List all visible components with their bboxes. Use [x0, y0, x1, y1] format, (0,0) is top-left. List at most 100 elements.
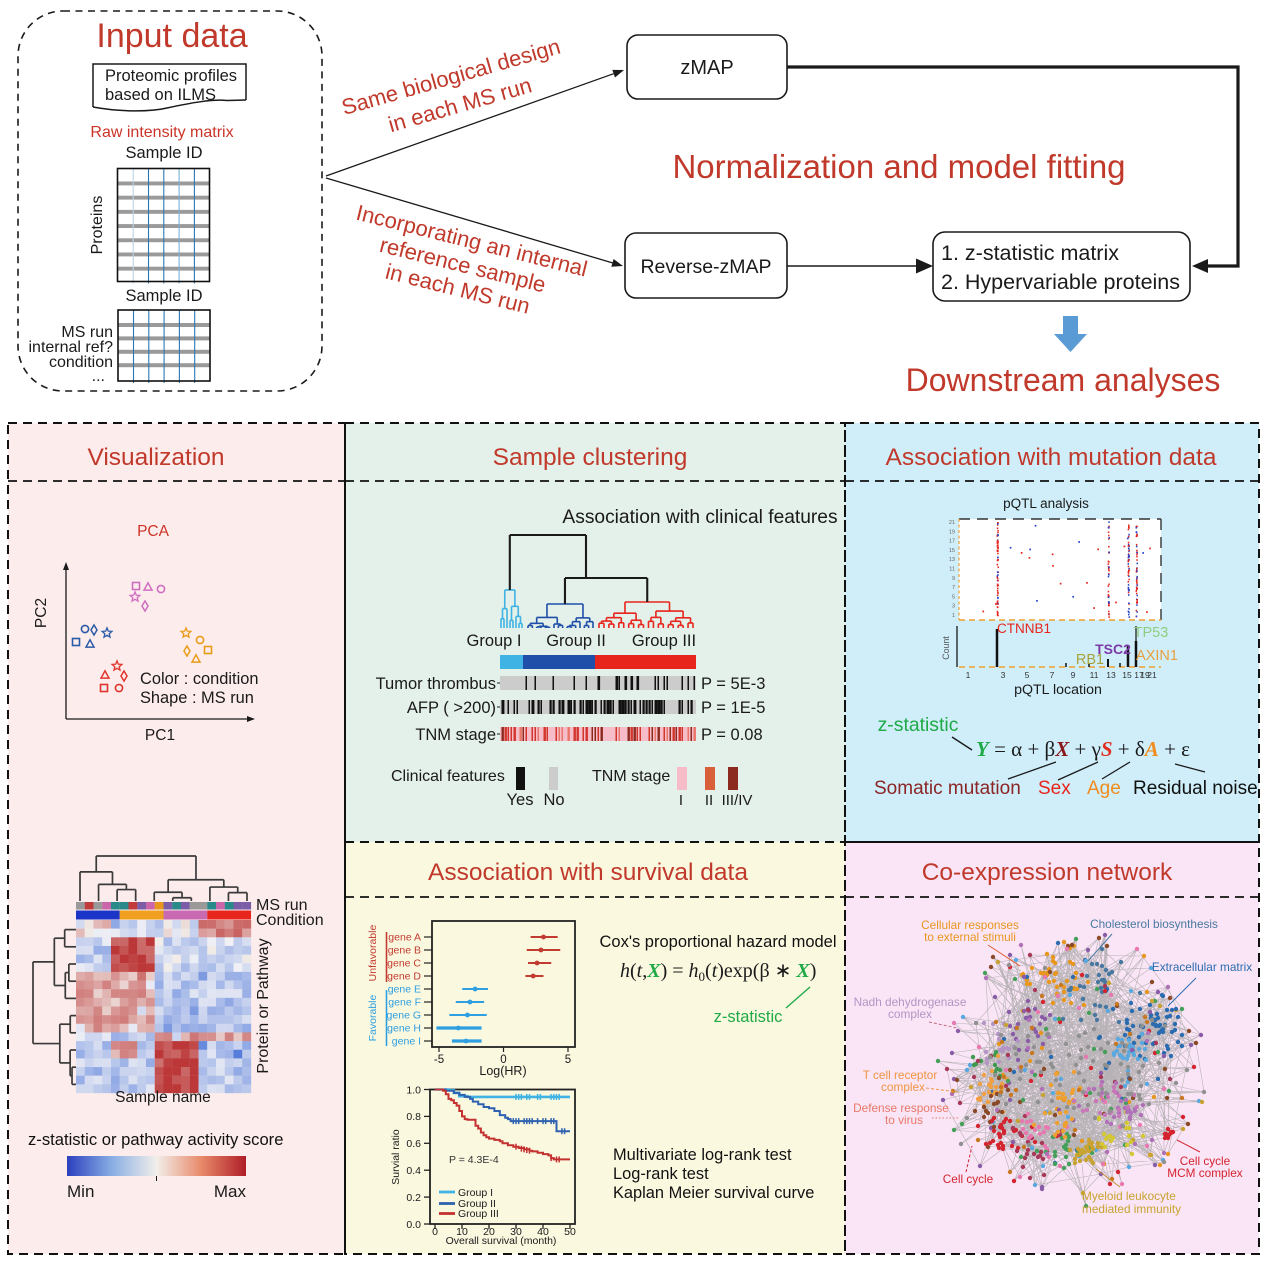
svg-text:Cell cycle: Cell cycle — [943, 1172, 994, 1186]
svg-text:P = 4.3E-4: P = 4.3E-4 — [449, 1154, 499, 1166]
svg-text:No: No — [543, 791, 564, 809]
svg-text:Myeloid leukocyte: Myeloid leukocyte — [1082, 1189, 1176, 1203]
svg-text:complex: complex — [888, 1007, 932, 1021]
svg-text:13: 13 — [949, 557, 955, 563]
svg-text:-5: -5 — [434, 1054, 444, 1066]
svg-text:Normalization and model fittin: Normalization and model fitting — [672, 148, 1125, 185]
svg-text:0.2: 0.2 — [406, 1192, 421, 1204]
svg-text:condition: condition — [49, 354, 113, 371]
svg-text:2. Hypervariable proteins: 2. Hypervariable proteins — [941, 270, 1180, 294]
svg-text:Residual noise: Residual noise — [1133, 778, 1258, 799]
svg-text:15: 15 — [1122, 670, 1132, 680]
svg-text:Sample ID: Sample ID — [125, 144, 202, 162]
svg-text:Log-rank test: Log-rank test — [613, 1165, 709, 1183]
svg-text:Group I: Group I — [458, 1187, 493, 1199]
svg-text:T cell receptor: T cell receptor — [863, 1068, 938, 1082]
svg-text:P = 0.08: P = 0.08 — [701, 726, 763, 744]
svg-text:50: 50 — [564, 1226, 576, 1238]
svg-text:Yes: Yes — [507, 791, 534, 809]
svg-text:CTNNB1: CTNNB1 — [997, 621, 1051, 636]
svg-text:17: 17 — [1134, 670, 1144, 680]
svg-text:Cellular responses: Cellular responses — [921, 918, 1019, 932]
svg-text:z-statistic: z-statistic — [878, 714, 959, 736]
svg-text:RB1: RB1 — [1076, 652, 1104, 668]
svg-text:0.8: 0.8 — [406, 1111, 421, 1123]
svg-text:pQTL location: pQTL location — [1014, 682, 1102, 698]
svg-text:19: 19 — [1140, 670, 1150, 680]
svg-text:gene I: gene I — [392, 1036, 421, 1048]
svg-text:Cholesterol biosynthesis: Cholesterol biosynthesis — [1090, 917, 1218, 931]
svg-text:13: 13 — [1106, 670, 1116, 680]
svg-text:Visualization: Visualization — [87, 444, 224, 471]
svg-text:Log(HR): Log(HR) — [479, 1064, 526, 1078]
svg-text:Tumor thrombus: Tumor thrombus — [376, 675, 496, 693]
svg-text:Reverse-zMAP: Reverse-zMAP — [640, 256, 771, 278]
svg-text:P = 1E-5: P = 1E-5 — [701, 699, 765, 717]
svg-text:Co-expression network: Co-expression network — [922, 859, 1173, 886]
svg-text:MS run: MS run — [61, 324, 113, 341]
svg-text:19: 19 — [949, 529, 955, 535]
svg-text:gene G: gene G — [387, 1010, 421, 1022]
svg-text:Multivariate log-rank test: Multivariate log-rank test — [613, 1146, 792, 1164]
svg-text:Condition: Condition — [256, 912, 324, 929]
svg-text:Min: Min — [67, 1182, 94, 1201]
svg-text:0: 0 — [432, 1226, 438, 1238]
svg-text:Group II: Group II — [458, 1198, 496, 1210]
svg-text:PC2: PC2 — [33, 598, 50, 628]
svg-text:AFP ( >200): AFP ( >200) — [407, 699, 496, 717]
svg-text:gene H: gene H — [387, 1023, 421, 1035]
svg-text:Age: Age — [1087, 778, 1121, 799]
svg-text:zMAP: zMAP — [680, 57, 733, 79]
svg-text:Count: Count — [941, 636, 951, 660]
svg-text:III/IV: III/IV — [722, 792, 753, 809]
svg-text:Group II: Group II — [546, 632, 606, 650]
svg-text:Overall survival (month): Overall survival (month) — [446, 1235, 557, 1247]
svg-text:h(t,X) = h0(t)exp(β ∗ X): h(t,X) = h0(t)exp(β ∗ X) — [620, 960, 816, 984]
svg-text:II: II — [705, 792, 713, 809]
svg-text:Input data: Input data — [96, 17, 247, 55]
svg-text:gene A: gene A — [388, 932, 421, 944]
svg-text:based on ILMS: based on ILMS — [105, 86, 216, 104]
svg-text:PC1: PC1 — [145, 727, 175, 744]
svg-text:to external stimuli: to external stimuli — [924, 930, 1016, 944]
svg-text:TP53: TP53 — [1134, 625, 1169, 641]
svg-text:Sex: Sex — [1038, 778, 1071, 799]
svg-text:3: 3 — [1001, 670, 1006, 680]
svg-text:Association with clinical feat: Association with clinical features — [562, 507, 837, 528]
svg-text:1: 1 — [966, 670, 971, 680]
svg-text:5: 5 — [565, 1054, 571, 1066]
svg-text:AXIN1: AXIN1 — [1136, 648, 1178, 664]
svg-text:Sample name: Sample name — [115, 1089, 211, 1106]
svg-text:Group I: Group I — [466, 632, 521, 650]
svg-text:0.4: 0.4 — [406, 1165, 421, 1177]
svg-text:PCA: PCA — [137, 523, 170, 540]
svg-text:3: 3 — [952, 604, 955, 610]
svg-text:I: I — [679, 792, 683, 809]
svg-text:10: 10 — [456, 1226, 468, 1238]
svg-text:z-statistic or pathway activit: z-statistic or pathway activity score — [28, 1130, 283, 1149]
svg-text:0.0: 0.0 — [406, 1219, 421, 1231]
svg-text:9: 9 — [952, 576, 955, 582]
svg-text:Proteins: Proteins — [89, 196, 106, 255]
svg-text:Unfavorable: Unfavorable — [367, 925, 379, 982]
svg-text:Cell cycle: Cell cycle — [1180, 1154, 1231, 1168]
svg-text:P = 5E-3: P = 5E-3 — [701, 675, 765, 693]
svg-text:MS run: MS run — [256, 897, 308, 914]
svg-text:15: 15 — [949, 548, 955, 554]
svg-text:Shape : MS run: Shape : MS run — [140, 689, 254, 707]
svg-text:Nadh dehydrogenase: Nadh dehydrogenase — [854, 995, 967, 1009]
svg-text:0: 0 — [500, 1054, 506, 1066]
svg-text:Group III: Group III — [632, 632, 696, 650]
svg-text:20: 20 — [483, 1226, 495, 1238]
svg-text:Max: Max — [214, 1182, 247, 1201]
svg-text:TNM stage: TNM stage — [415, 726, 496, 744]
svg-text:...: ... — [92, 368, 105, 385]
svg-text:21: 21 — [949, 520, 955, 526]
svg-text:mediated immunity: mediated immunity — [1082, 1202, 1181, 1216]
svg-text:gene B: gene B — [388, 945, 421, 957]
svg-text:to virus: to virus — [885, 1113, 923, 1127]
svg-text:Downstream analyses: Downstream analyses — [906, 362, 1221, 398]
svg-text:TSC2: TSC2 — [1095, 641, 1131, 657]
svg-text:Somatic mutation: Somatic mutation — [874, 778, 1021, 799]
svg-text:z-statistic: z-statistic — [714, 1008, 783, 1026]
